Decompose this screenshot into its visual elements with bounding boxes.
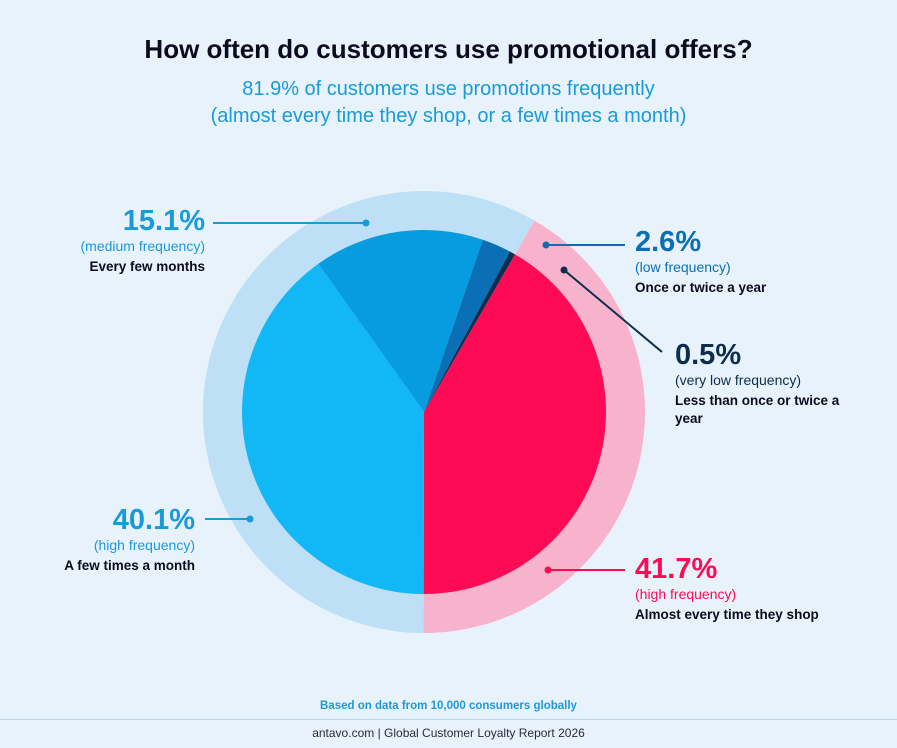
- label-a-few-times-a-month: 40.1% (high frequency) A few times a mon…: [20, 504, 195, 575]
- chart-title: How often do customers use promotional o…: [144, 34, 753, 64]
- leader-dot: [560, 266, 568, 274]
- slice-description-label: A few times a month: [64, 558, 195, 573]
- slice-value-label: 41.7%: [635, 553, 718, 585]
- label-almost-every-time: 41.7% (high frequency) Almost every time…: [635, 553, 835, 624]
- pie-slice: [424, 239, 511, 412]
- slice-value-label: 15.1%: [122, 205, 205, 237]
- subtitle-line-1: 81.9% of customers use promotions freque…: [242, 78, 655, 100]
- pie-slice: [242, 263, 424, 594]
- footer-divider: [0, 719, 897, 720]
- chart-subtitle: 81.9% of customers use promotions freque…: [0, 76, 897, 130]
- data-source-note: Based on data from 10,000 consumers glob…: [320, 700, 577, 712]
- subtitle-line-2: (almost every time they shop, or a few t…: [210, 105, 687, 127]
- slice-value-label: 0.5%: [675, 339, 742, 371]
- label-less-than-once-a-year: 0.5% (very low frequency) Less than once…: [675, 339, 855, 428]
- slice-value-label: 2.6%: [635, 226, 702, 258]
- footer-credit: antavo.com | Global Customer Loyalty Rep…: [312, 726, 585, 740]
- slice-description-label: Every few months: [89, 259, 205, 274]
- label-every-few-months: 15.1% (medium frequency) Every few month…: [40, 205, 206, 276]
- pie-slice: [424, 251, 515, 412]
- slice-frequency-label: (high frequency): [635, 586, 737, 602]
- slice-frequency-label: (low frequency): [635, 259, 731, 275]
- pie-slice: [318, 230, 483, 412]
- slice-frequency-label: (medium frequency): [80, 238, 206, 254]
- leader-dot: [362, 219, 370, 227]
- slice-description-label: Once or twice a year: [635, 280, 767, 295]
- leader-dot: [542, 241, 550, 249]
- slice-frequency-label: (very low frequency): [675, 372, 802, 388]
- slice-value-label: 40.1%: [112, 504, 195, 536]
- label-once-or-twice-a-year: 2.6% (low frequency) Once or twice a yea…: [635, 226, 835, 297]
- leader-dot: [544, 566, 552, 574]
- leader-line: [563, 269, 663, 353]
- slice-description-label: Almost every time they shop: [635, 607, 819, 622]
- leader-dot: [246, 515, 254, 523]
- slice-description-label: Less than once or twice a year: [675, 393, 840, 426]
- pie-slice: [423, 254, 606, 595]
- slice-frequency-label: (high frequency): [93, 537, 195, 553]
